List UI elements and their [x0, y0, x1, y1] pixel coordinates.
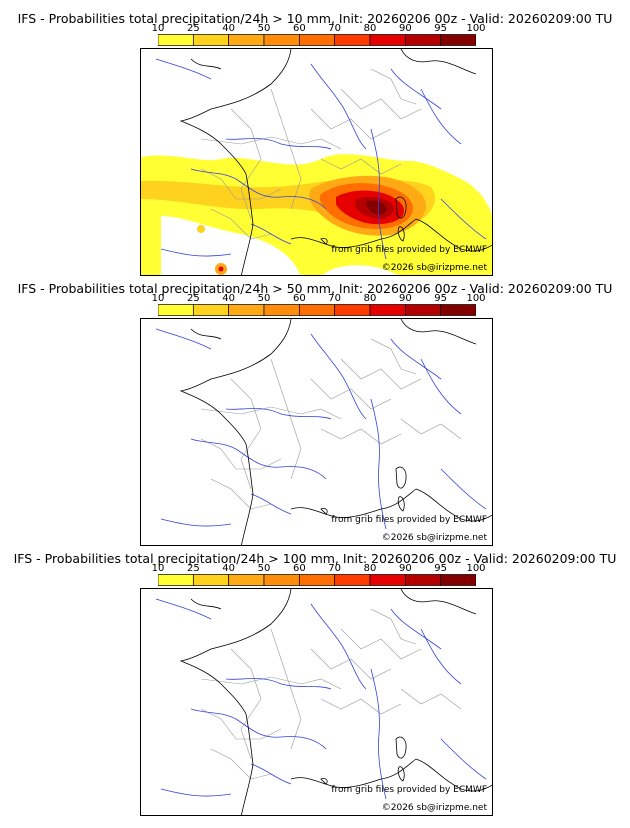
colorbar-segment: [192, 574, 230, 586]
rivers: [155, 58, 487, 260]
colorbar-segment: [158, 34, 194, 46]
colorbar-tick-label: 100: [466, 293, 486, 304]
credit-site: ©2026 sb@irizpme.net: [381, 803, 487, 813]
colorbar-tick-label: 90: [398, 23, 412, 34]
colorbar-segment: [158, 304, 194, 316]
colorbar-tick-label: 60: [292, 23, 306, 34]
colorbar-segment: [369, 574, 406, 586]
colorbar-tick-label: 40: [222, 563, 236, 574]
colorbar-tick-label: 50: [257, 293, 271, 304]
borders: [200, 68, 422, 240]
credit-site: ©2026 sb@irizpme.net: [381, 263, 487, 273]
colorbar-segment: [404, 304, 442, 316]
colorbar-ticks: 10 25 40 50 60 70 80 90 95 100: [152, 563, 486, 575]
panel-title: IFS - Probabilities total precipitation/…: [13, 551, 617, 566]
colorbar: [158, 304, 476, 316]
colorbar: [158, 34, 476, 46]
colorbar: [158, 574, 476, 586]
probability-shading: [141, 154, 492, 275]
borders: [200, 338, 462, 510]
colorbar-tick-label: 25: [186, 563, 200, 574]
credit-source: from grib files provided by ECMWF: [331, 785, 487, 795]
credit-source: from grib files provided by ECMWF: [331, 245, 487, 255]
colorbar-tick-label: 80: [363, 563, 377, 574]
colorbar-segment: [192, 304, 230, 316]
colorbar-segment: [263, 574, 300, 586]
colorbar-tick-label: 95: [434, 23, 448, 34]
colorbar-tick-label: 70: [328, 563, 342, 574]
colorbar-tick-label: 90: [398, 563, 412, 574]
colorbar-tick-label: 50: [257, 23, 271, 34]
colorbar-ticks: 10 25 40 50 60 70 80 90 95 100: [152, 23, 486, 35]
colorbar-tick-label: 100: [466, 23, 486, 34]
colorbar-ticks: 10 25 40 50 60 70 80 90 95 100: [152, 293, 486, 305]
panel-title: IFS - Probabilities total precipitation/…: [17, 11, 613, 26]
colorbar-tick-label: 70: [328, 293, 342, 304]
colorbar-segment: [263, 304, 300, 316]
colorbar-segment: [440, 34, 476, 46]
credit-source: from grib files provided by ECMWF: [331, 515, 487, 525]
colorbar-segment: [228, 34, 265, 46]
colorbar-tick-label: 70: [328, 23, 342, 34]
colorbar-tick-label: 95: [434, 293, 448, 304]
colorbar-tick-label: 40: [222, 23, 236, 34]
colorbar-segment: [298, 34, 336, 46]
colorbar-tick-label: 40: [222, 293, 236, 304]
map-canvas: [155, 589, 492, 815]
colorbar-segment: [334, 304, 371, 316]
map-50mm: from grib files provided by ECMWF ©2026 …: [140, 318, 493, 546]
colorbar-tick-label: 25: [186, 23, 200, 34]
colorbar-segment: [369, 304, 406, 316]
colorbar-segment: [440, 304, 476, 316]
colorbar-segment: [334, 574, 371, 586]
panel-title: IFS - Probabilities total precipitation/…: [17, 281, 613, 296]
borders: [200, 608, 462, 780]
colorbar-tick-label: 60: [292, 293, 306, 304]
colorbar-tick-label: 10: [151, 293, 165, 304]
colorbar-segment: [298, 304, 336, 316]
colorbar-segment: [158, 574, 194, 586]
colorbar-tick-label: 80: [363, 23, 377, 34]
colorbar-segment: [298, 574, 336, 586]
colorbar-tick-label: 10: [151, 23, 165, 34]
colorbar-tick-label: 60: [292, 563, 306, 574]
map-canvas: [141, 49, 492, 275]
colorbar-tick-label: 90: [398, 293, 412, 304]
colorbar-segment: [404, 34, 442, 46]
coastline: [179, 319, 492, 545]
rivers: [155, 598, 487, 800]
colorbar-segment: [334, 34, 371, 46]
coastline: [179, 589, 492, 815]
colorbar-tick-label: 95: [434, 563, 448, 574]
colorbar-tick-label: 10: [151, 563, 165, 574]
coastline: [179, 49, 492, 275]
colorbar-tick-label: 25: [186, 293, 200, 304]
map-10mm: from grib files provided by ECMWF ©2026 …: [140, 48, 493, 276]
colorbar-tick-label: 100: [466, 563, 486, 574]
colorbar-tick-label: 50: [257, 563, 271, 574]
colorbar-segment: [263, 34, 300, 46]
colorbar-segment: [228, 304, 265, 316]
colorbar-segment: [404, 574, 442, 586]
map-canvas: [155, 319, 492, 545]
colorbar-tick-label: 80: [363, 293, 377, 304]
colorbar-segment: [192, 34, 230, 46]
colorbar-segment: [228, 574, 265, 586]
colorbar-segment: [369, 34, 406, 46]
colorbar-segment: [440, 574, 476, 586]
map-100mm: from grib files provided by ECMWF ©2026 …: [140, 588, 493, 816]
credit-site: ©2026 sb@irizpme.net: [381, 533, 487, 543]
